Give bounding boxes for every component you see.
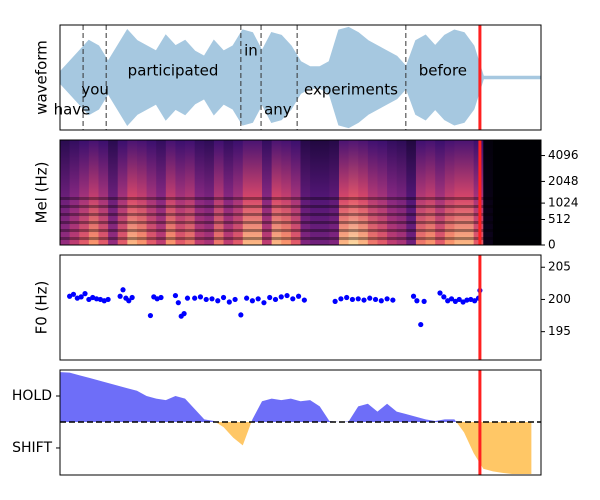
axes-frame	[59, 369, 542, 476]
f0-point	[184, 295, 191, 301]
f0-point	[390, 297, 396, 303]
f0-point	[209, 296, 215, 302]
f0-point	[203, 296, 209, 303]
f0-point	[472, 298, 478, 304]
f0-point	[70, 291, 77, 297]
panel	[60, 370, 541, 475]
f0-point	[448, 296, 455, 302]
f0-point	[464, 297, 470, 303]
y-axis-label: F0 (Hz)	[33, 281, 51, 335]
f0-point	[261, 300, 267, 306]
f0-point	[418, 321, 424, 328]
f0-point	[105, 296, 111, 303]
f0-point	[452, 298, 458, 304]
f0-point	[384, 296, 390, 302]
f0-point	[278, 294, 284, 300]
f0-point	[284, 292, 290, 299]
word-label: have	[54, 101, 91, 119]
f0-point	[215, 298, 221, 304]
axes-frame	[59, 139, 542, 246]
f0-point	[367, 295, 373, 301]
f0-point	[78, 294, 84, 300]
axes-frame	[59, 24, 542, 131]
y-axis-label: Mel (Hz)	[33, 162, 51, 224]
f0-point	[86, 296, 92, 303]
f0-point	[244, 295, 250, 301]
mel-harmonics	[60, 192, 541, 245]
f0-point	[181, 311, 187, 317]
y-tick-label: 4096	[548, 148, 579, 162]
f0-point	[267, 294, 273, 301]
f0-point	[192, 295, 198, 301]
f0-point	[372, 296, 379, 303]
f0-point	[172, 292, 179, 299]
y-tick-label: 512	[548, 212, 571, 226]
y-axis-label: waveform	[33, 40, 51, 115]
f0-point	[445, 298, 451, 304]
waveform-area	[60, 26, 541, 79]
f0-point	[414, 298, 420, 304]
hold-shift-area	[60, 372, 532, 474]
f0-point	[344, 294, 350, 301]
f0-point	[301, 297, 307, 303]
y-tick-label: 195	[548, 324, 571, 338]
panel	[60, 140, 541, 245]
f0-point	[129, 294, 135, 301]
panel	[67, 255, 483, 360]
word-label: experiments	[304, 81, 398, 99]
f0-point	[338, 296, 344, 302]
y-tick-label: 205	[548, 260, 571, 274]
word-label: in	[244, 42, 258, 60]
f0-point	[437, 290, 443, 296]
f0-point	[332, 298, 338, 304]
f0-point	[349, 296, 356, 303]
f0-point	[93, 296, 100, 302]
f0-point	[421, 298, 427, 304]
word-label: any	[264, 101, 292, 119]
axes-frame	[59, 254, 542, 361]
word-label: participated	[128, 62, 219, 80]
f0-point	[295, 293, 302, 299]
f0-point	[410, 293, 417, 299]
f0-point	[361, 297, 367, 303]
f0-point	[197, 294, 204, 300]
f0-point	[441, 294, 447, 300]
y-tick-label: SHIFT	[12, 440, 52, 456]
f0-point	[255, 296, 261, 302]
f0-point	[126, 298, 132, 304]
f0-point	[82, 291, 88, 297]
word-label: you	[81, 81, 109, 99]
y-tick-label: 0	[548, 238, 556, 252]
f0-point	[238, 312, 244, 318]
f0-point	[290, 296, 296, 302]
f0-point	[232, 296, 238, 303]
y-tick-label: 2048	[548, 174, 579, 188]
f0-point	[249, 298, 255, 304]
f0-point	[220, 294, 227, 301]
y-tick-label: HOLD	[12, 388, 52, 404]
f0-point	[175, 300, 181, 306]
y-tick-label: 200	[548, 292, 571, 306]
f0-point	[120, 287, 126, 293]
f0-point	[272, 296, 279, 303]
f0-point	[226, 299, 232, 305]
word-label: before	[419, 62, 467, 80]
f0-point	[117, 293, 123, 299]
f0-point	[158, 294, 164, 301]
f0-point	[147, 312, 154, 319]
f0-point	[460, 299, 466, 305]
y-tick-label: 1024	[548, 196, 579, 210]
waveform-mirror	[60, 76, 541, 129]
f0-point	[355, 296, 361, 302]
f0-point	[456, 296, 462, 303]
f0-point	[67, 293, 73, 299]
panel	[60, 25, 541, 130]
f0-point	[378, 298, 384, 304]
